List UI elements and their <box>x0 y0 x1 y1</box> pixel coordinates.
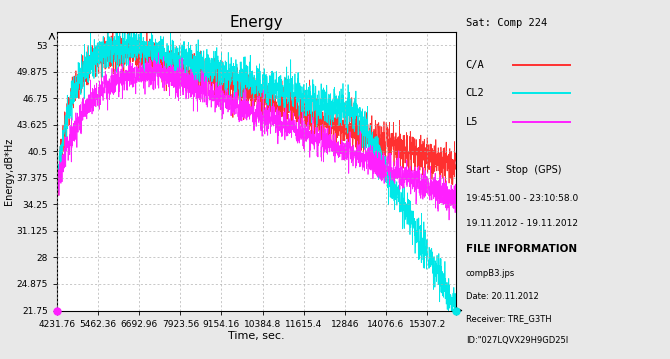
Text: Start  -  Stop  (GPS): Start - Stop (GPS) <box>466 165 561 175</box>
Text: 19:45:51.00 - 23:10:58.0: 19:45:51.00 - 23:10:58.0 <box>466 194 578 203</box>
Text: ID:"027LQVX29H9GD25I: ID:"027LQVX29H9GD25I <box>466 336 568 345</box>
Y-axis label: Energy,dB*Hz: Energy,dB*Hz <box>3 138 13 205</box>
Text: 19.11.2012 - 19.11.2012: 19.11.2012 - 19.11.2012 <box>466 219 578 228</box>
Text: Receiver: TRE_G3TH: Receiver: TRE_G3TH <box>466 314 551 323</box>
Text: Date: 20.11.2012: Date: 20.11.2012 <box>466 292 539 300</box>
Text: compB3.jps: compB3.jps <box>466 269 515 278</box>
Text: Sat: Comp 224: Sat: Comp 224 <box>466 18 547 28</box>
Text: C/A: C/A <box>466 60 484 70</box>
Title: Energy: Energy <box>229 15 283 30</box>
Text: FILE INFORMATION: FILE INFORMATION <box>466 244 577 254</box>
Text: CL2: CL2 <box>466 88 484 98</box>
X-axis label: Time, sec.: Time, sec. <box>228 331 285 341</box>
Text: L5: L5 <box>466 117 478 127</box>
Text: Hardware: "TRE_G3TH_6: Hardware: "TRE_G3TH_6 <box>466 358 569 359</box>
